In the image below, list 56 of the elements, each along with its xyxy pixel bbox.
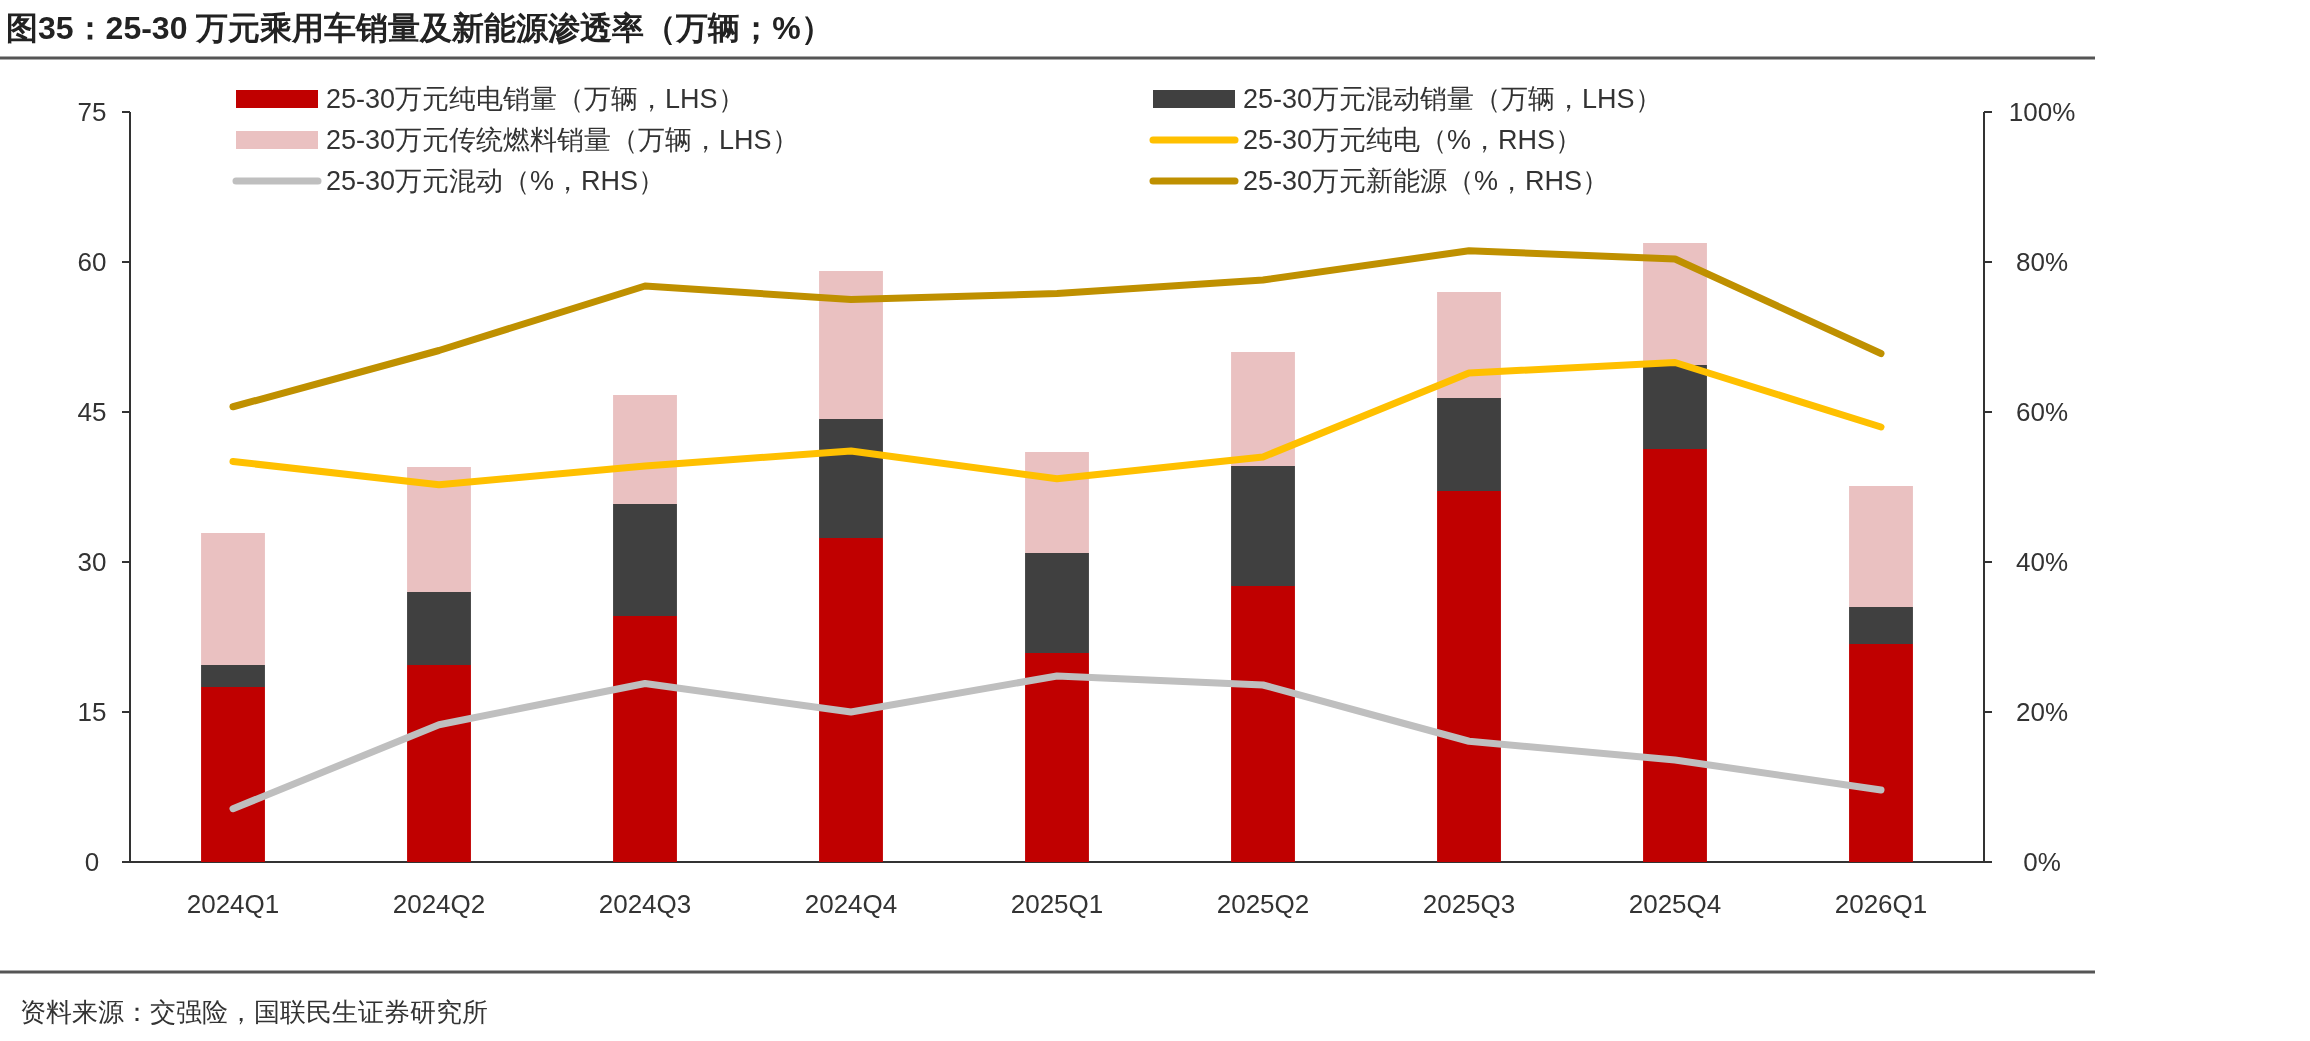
x-tick-label: 2025Q2 xyxy=(1216,889,1310,919)
legend-label: 25-30万元混动销量（万辆，LHS） xyxy=(1243,84,1662,114)
bar xyxy=(613,395,677,504)
bar xyxy=(1643,243,1707,365)
y2-tick-label: 80% xyxy=(2015,247,2069,277)
y-tick-label: 15 xyxy=(77,697,107,727)
bar xyxy=(1643,365,1707,449)
bar xyxy=(1437,491,1501,862)
legend-label: 25-30万元纯电销量（万辆，LHS） xyxy=(326,84,745,114)
x-tick-label: 2024Q1 xyxy=(186,889,280,919)
y-tick-label: 45 xyxy=(77,397,107,427)
bar xyxy=(1231,466,1295,586)
x-tick-label: 2024Q3 xyxy=(598,889,692,919)
bar xyxy=(201,687,265,862)
bar xyxy=(613,616,677,862)
legend-label: 25-30万元传统燃料销量（万辆，LHS） xyxy=(326,125,799,155)
y-tick-label: 30 xyxy=(77,547,107,577)
bar xyxy=(1231,352,1295,466)
bar xyxy=(1437,398,1501,491)
x-tick-label: 2025Q3 xyxy=(1422,889,1516,919)
x-tick-label: 2026Q1 xyxy=(1834,889,1928,919)
legend-label: 25-30万元纯电（%，RHS） xyxy=(1243,125,1583,155)
chart-title: 图35：25-30 万元乘用车销量及新能源渗透率（万辆；%） xyxy=(6,10,833,46)
y-tick-label: 60 xyxy=(77,247,107,277)
bar xyxy=(1025,653,1089,862)
legend-label: 25-30万元混动（%，RHS） xyxy=(326,166,666,196)
bar xyxy=(819,419,883,538)
y-tick-label: 0 xyxy=(84,847,100,877)
bar xyxy=(819,271,883,419)
y2-tick-label: 40% xyxy=(2015,547,2069,577)
y-tick-label: 75 xyxy=(77,97,107,127)
text: 资料来源：交强险，国联民生证券研究所 xyxy=(20,997,488,1027)
y2-tick-label: 0% xyxy=(2023,847,2061,877)
bar xyxy=(1025,553,1089,653)
bar xyxy=(1437,292,1501,398)
bar xyxy=(1643,449,1707,862)
bar xyxy=(407,592,471,665)
bar xyxy=(201,533,265,665)
bar xyxy=(1849,607,1913,644)
bar xyxy=(1849,644,1913,862)
y2-tick-label: 20% xyxy=(2015,697,2069,727)
y2-tick-label: 100% xyxy=(2008,97,2076,127)
x-tick-label: 2025Q4 xyxy=(1628,889,1722,919)
bar xyxy=(1025,452,1089,553)
bar xyxy=(407,467,471,592)
bar xyxy=(201,665,265,687)
bar xyxy=(1849,486,1913,607)
x-tick-label: 2024Q4 xyxy=(804,889,898,919)
bar xyxy=(407,665,471,862)
legend-label: 25-30万元新能源（%，RHS） xyxy=(1243,166,1610,196)
y2-tick-label: 60% xyxy=(2015,397,2069,427)
x-tick-label: 2024Q2 xyxy=(392,889,486,919)
bar xyxy=(1231,586,1295,862)
bar xyxy=(613,504,677,616)
bar xyxy=(819,538,883,862)
x-tick-label: 2025Q1 xyxy=(1010,889,1104,919)
